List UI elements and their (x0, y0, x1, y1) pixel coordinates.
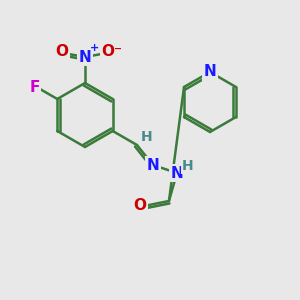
Text: O: O (56, 44, 68, 59)
Text: O: O (134, 197, 146, 212)
Text: N: N (171, 166, 183, 181)
Text: H: H (182, 159, 194, 173)
Text: N: N (147, 158, 159, 172)
Text: O⁻: O⁻ (101, 44, 122, 59)
Text: N: N (204, 64, 216, 80)
Text: F: F (29, 80, 40, 94)
Text: +: + (90, 43, 99, 53)
Text: H: H (141, 130, 153, 144)
Text: N: N (79, 50, 92, 64)
